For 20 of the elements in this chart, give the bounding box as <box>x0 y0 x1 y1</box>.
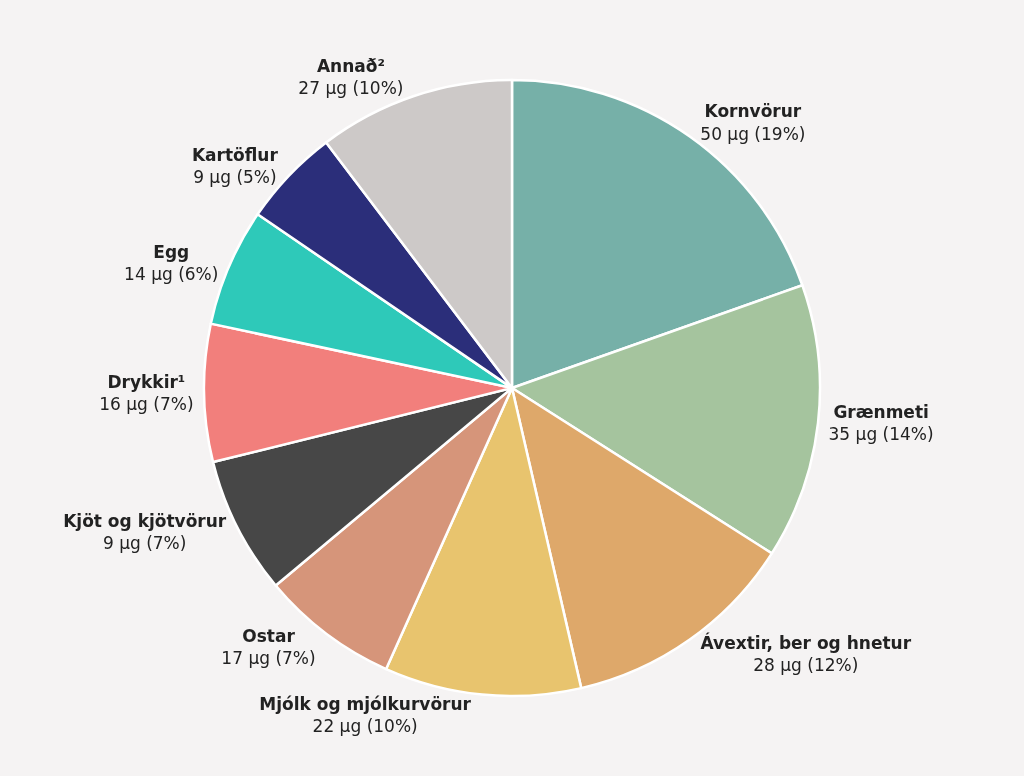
slice-label: Mjólk og mjólkurvörur <box>259 694 472 715</box>
slice-label: Annað² <box>316 56 385 77</box>
data-label: 17 µg (7%) <box>221 648 316 669</box>
data-label: 9 µg (7%) <box>102 532 187 553</box>
data-label: 14 µg (6%) <box>124 264 219 285</box>
slice-label: Grænmeti <box>833 402 929 423</box>
data-label: 27 µg (10%) <box>298 78 404 99</box>
data-label: 16 µg (7%) <box>99 394 194 415</box>
data-label: 22 µg (10%) <box>312 716 418 737</box>
slice-label: Drykkir¹ <box>107 371 186 392</box>
data-label: 35 µg (14%) <box>828 424 934 445</box>
slice-label: Ostar <box>242 625 296 646</box>
slice-label: Ávextir, ber og hnetur <box>700 632 912 654</box>
data-label: 28 µg (12%) <box>753 655 859 676</box>
slice-label: Kartöflur <box>191 144 279 165</box>
data-label: 9 µg (5%) <box>193 166 277 187</box>
slice-label: Kjöt og kjötvörur <box>63 510 227 531</box>
data-label: 50 µg (19%) <box>700 123 806 144</box>
slice-label: Egg <box>153 242 190 263</box>
slice-label: Kornvörur <box>704 101 802 122</box>
